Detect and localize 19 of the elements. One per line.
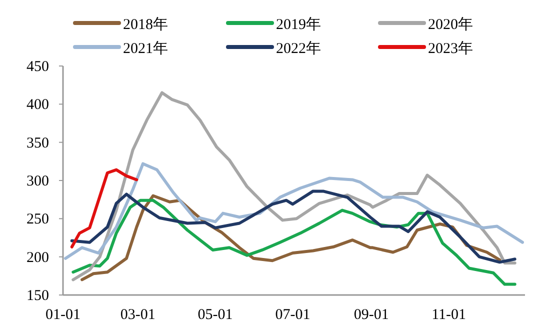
legend-label: 2018年 (123, 16, 168, 33)
legend-label: 2023年 (428, 40, 473, 57)
y-tick-label: 200 (26, 250, 49, 266)
legend-label: 2021年 (123, 40, 168, 57)
y-tick-label: 350 (26, 135, 49, 152)
x-tick-label: 01-01 (46, 307, 80, 323)
y-tick-label: 250 (26, 212, 49, 228)
x-tick-label: 09-01 (354, 307, 389, 323)
legend-label: 2019年 (276, 16, 321, 33)
y-tick-label: 150 (26, 288, 49, 304)
x-tick-label: 11-01 (432, 307, 466, 323)
x-tick-label: 03-01 (120, 307, 156, 323)
x-tick-label: 05-01 (198, 307, 233, 323)
y-tick-label: 400 (26, 97, 49, 114)
legend-label: 2020年 (428, 16, 473, 33)
y-tick-label: 450 (26, 59, 49, 75)
y-tick-label: 300 (26, 174, 49, 190)
legend-label: 2022年 (276, 40, 321, 57)
x-tick-label: 07-01 (275, 307, 310, 323)
